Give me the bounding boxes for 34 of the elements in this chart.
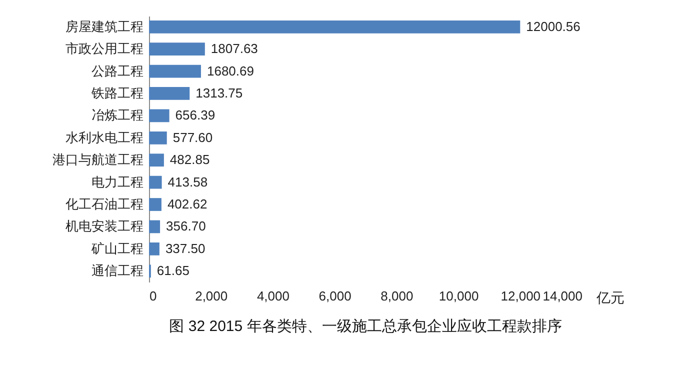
x-tick-label: 12,000: [500, 288, 541, 304]
data-label: 1807.63: [210, 41, 258, 56]
data-label: 12000.56: [526, 18, 580, 34]
y-tick-label: 电力工程: [92, 174, 144, 190]
x-tick-label: 0: [150, 288, 157, 304]
y-tick-label: 冶炼工程: [92, 108, 144, 123]
y-tick-label: 市政公用工程: [66, 41, 144, 56]
x-tick-label: 14,000: [542, 288, 582, 304]
x-tick-label: 6,000: [318, 288, 352, 304]
y-tick-label: 水利水电工程: [66, 130, 144, 145]
data-label: 1680.69: [206, 63, 254, 78]
data-label: 337.50: [165, 240, 206, 256]
text: 图 32 2015 年各类特、一级施工总承包企业应收工程款排序: [169, 318, 562, 335]
y-tick-label: 通信工程: [92, 263, 144, 278]
data-label: 61.65: [156, 263, 190, 278]
data-label: 482.85: [170, 152, 210, 168]
y-tick-label: 铁路工程: [90, 85, 144, 100]
data-label: 413.58: [168, 174, 208, 190]
x-tick-label: 4,000: [256, 288, 290, 304]
data-label: 656.39: [175, 108, 216, 123]
x-tick-label: 10,000: [438, 288, 479, 304]
data-label: 577.60: [172, 130, 213, 145]
data-label: 1313.75: [196, 85, 243, 100]
x-axis-title: 亿元: [596, 290, 624, 306]
y-tick-label: 房屋建筑工程: [66, 18, 144, 34]
data-label: 356.70: [166, 218, 206, 234]
y-tick-label: 港口与航道工程: [52, 152, 144, 168]
x-tick-label: 8,000: [380, 288, 414, 304]
y-tick-label: 机电安装工程: [66, 218, 144, 234]
x-tick-label: 2,000: [195, 288, 228, 304]
y-tick-label: 化工石油工程: [66, 196, 144, 212]
y-tick-label: 矿山工程: [90, 240, 144, 256]
data-label: 402.62: [167, 196, 208, 212]
y-tick-label: 公路工程: [92, 63, 144, 78]
